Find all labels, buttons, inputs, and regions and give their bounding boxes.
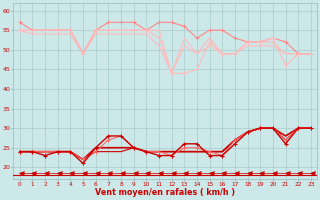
X-axis label: Vent moyen/en rafales ( km/h ): Vent moyen/en rafales ( km/h ) — [95, 188, 236, 197]
